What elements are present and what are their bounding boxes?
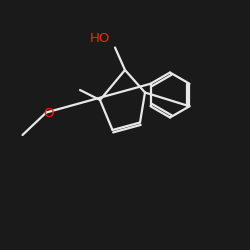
Text: HO: HO [90,32,110,45]
Text: O: O [43,107,54,120]
